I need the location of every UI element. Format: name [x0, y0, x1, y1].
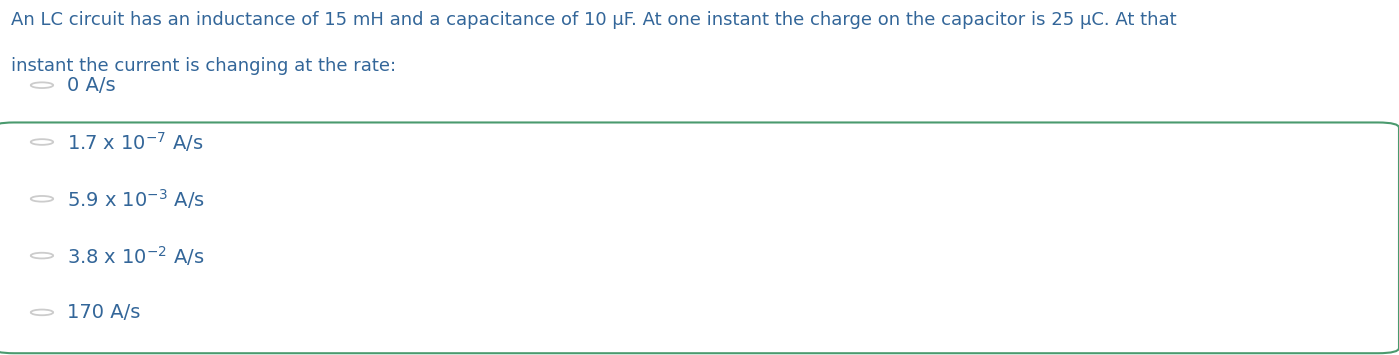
Text: 170 A/s: 170 A/s	[67, 303, 140, 322]
Text: instant the current is changing at the rate:: instant the current is changing at the r…	[11, 57, 396, 75]
Text: 1.7 x 10$^{-7}$ A/s: 1.7 x 10$^{-7}$ A/s	[67, 130, 204, 154]
FancyBboxPatch shape	[0, 122, 1399, 353]
Circle shape	[31, 310, 53, 315]
Text: 5.9 x 10$^{-3}$ A/s: 5.9 x 10$^{-3}$ A/s	[67, 187, 206, 211]
Text: 0 A/s: 0 A/s	[67, 76, 116, 95]
Circle shape	[31, 139, 53, 145]
Text: 3.8 x 10$^{-2}$ A/s: 3.8 x 10$^{-2}$ A/s	[67, 244, 204, 268]
Circle shape	[31, 196, 53, 202]
Circle shape	[31, 82, 53, 88]
Text: An LC circuit has an inductance of 15 mH and a capacitance of 10 μF. At one inst: An LC circuit has an inductance of 15 mH…	[11, 11, 1177, 29]
Circle shape	[31, 253, 53, 258]
